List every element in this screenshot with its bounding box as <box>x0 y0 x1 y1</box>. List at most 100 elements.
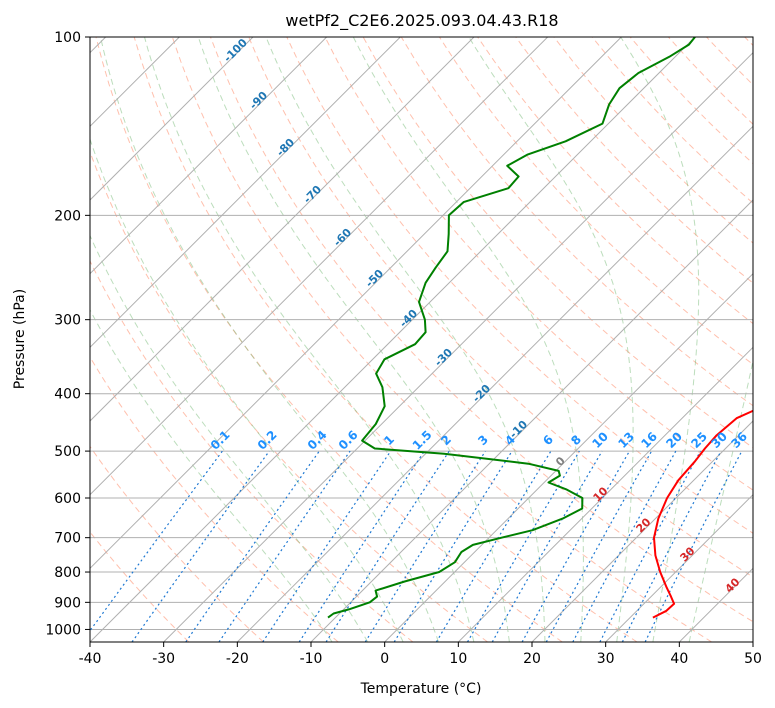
isotherm-line <box>531 420 753 642</box>
dry-adiabat <box>95 37 563 642</box>
isotherm-line <box>163 51 753 642</box>
moist-adiabat <box>90 234 369 642</box>
plot-area <box>90 37 753 642</box>
dry-adiabat <box>90 531 190 642</box>
mixing-ratio-label: 0.1 <box>208 428 233 453</box>
y-axis-ticks: 100 200 300 400 500 600 700 800 900 1000 <box>45 30 90 638</box>
dry-adiabat <box>90 150 488 642</box>
dry-adiabat <box>515 37 753 284</box>
mixing-ratio-line <box>364 450 486 642</box>
moist-adiabat <box>144 37 475 642</box>
isotherm-line <box>90 37 622 570</box>
dry-adiabat <box>324 37 753 491</box>
moist-adiabat <box>90 308 333 642</box>
y-tick-label: 400 <box>54 387 81 403</box>
moist-adiabat <box>468 37 634 642</box>
chart-title: wetPf2_C2E6.2025.093.04.43.R18 <box>285 11 558 31</box>
mixing-ratio-label: 0.2 <box>255 428 280 453</box>
mixing-ratio-line <box>644 450 743 642</box>
dry-adiabat <box>553 37 753 244</box>
mixing-ratio-line <box>298 450 425 642</box>
isotherm-label: -70 <box>301 183 324 206</box>
wet-bulb-label: 30 <box>678 544 698 564</box>
isotherm-label: -80 <box>274 136 297 159</box>
x-tick-label: -10 <box>300 651 323 667</box>
dry-adiabat <box>133 37 638 642</box>
dry-adiabat <box>744 37 753 47</box>
x-axis-ticks: -40 -30 -20 -10 0 10 20 30 40 50 <box>79 642 762 667</box>
isotherm-line <box>90 37 549 496</box>
isotherm-line <box>90 37 328 275</box>
isotherm-line <box>90 37 254 201</box>
y-tick-label: 100 <box>54 30 81 46</box>
mixing-ratio-label: 13 <box>615 429 637 451</box>
isotherm-label: -90 <box>247 89 270 112</box>
y-tick-label: 600 <box>54 491 81 507</box>
mixing-ratio-label: 0.4 <box>305 428 330 453</box>
isotherm-label: -30 <box>432 346 455 369</box>
mixing-ratio-line <box>185 450 320 642</box>
y-tick-label: 200 <box>54 208 81 224</box>
y-tick-label: 500 <box>54 444 81 460</box>
dry-adiabats <box>90 37 753 642</box>
mixing-ratio-line <box>90 450 223 632</box>
mixing-ratio-line <box>466 450 580 642</box>
x-axis-label: Temperature (°C) <box>360 681 482 697</box>
mixing-ratio-line <box>131 450 270 642</box>
mixing-ratio-label: 10 <box>589 429 611 451</box>
mixing-ratio-label: 1 <box>381 432 397 448</box>
x-tick-label: 10 <box>449 651 467 667</box>
skewed-isotherms <box>90 37 753 642</box>
mixing-ratio-label: 20 <box>663 429 685 451</box>
mixing-ratio-label: 16 <box>638 429 660 451</box>
x-tick-label: 20 <box>523 651 541 667</box>
y-tick-label: 700 <box>54 531 81 547</box>
moist-adiabat <box>90 137 404 642</box>
mixing-ratio-line <box>491 450 603 642</box>
moist-adiabat <box>197 37 510 642</box>
temperature-profile <box>652 409 753 619</box>
x-tick-label: 50 <box>744 651 762 667</box>
dry-adiabat <box>286 37 753 534</box>
x-tick-label: 30 <box>597 651 615 667</box>
isotherm-line <box>90 37 696 642</box>
mixing-ratio-line <box>621 450 722 642</box>
x-tick-label: -20 <box>226 651 249 667</box>
mixing-ratio-lines <box>90 450 743 642</box>
mixing-ratio-line <box>545 450 653 642</box>
dry-adiabat <box>248 37 753 578</box>
y-tick-label: 300 <box>54 313 81 329</box>
dry-adiabat <box>706 37 753 86</box>
moist-adiabat <box>620 37 700 642</box>
isotherm-label: -100 <box>221 36 250 65</box>
mixing-ratio-line <box>218 450 351 642</box>
mixing-ratio-line <box>262 450 392 642</box>
mixing-ratio-line <box>325 450 450 642</box>
dry-adiabat <box>90 445 264 642</box>
wet-bulb-label: 40 <box>723 575 743 595</box>
moist-adiabat <box>352 37 584 642</box>
isotherm-line <box>90 37 401 349</box>
plot-frame <box>89 36 754 643</box>
wet-bulb-label: 20 <box>634 515 654 535</box>
x-tick-label: -30 <box>152 651 175 667</box>
dry-adiabat <box>171 37 712 642</box>
profiles <box>327 37 753 619</box>
x-tick-label: -40 <box>79 651 102 667</box>
isotherm-line <box>236 125 753 642</box>
mixing-ratio-label: 6 <box>540 432 556 448</box>
mixing-ratio-line <box>435 450 552 642</box>
y-tick-label: 800 <box>54 565 81 581</box>
mixing-ratio-line <box>599 450 702 642</box>
isotherm-line <box>457 346 753 642</box>
y-tick-label: 1000 <box>45 622 81 638</box>
dry-adiabat <box>90 356 339 642</box>
isotherm-label: -60 <box>331 226 354 249</box>
x-tick-label: 0 <box>380 651 389 667</box>
y-axis-label: Pressure (hPa) <box>12 289 28 389</box>
isotherm-label: -50 <box>363 267 386 290</box>
isotherm-line <box>310 199 753 642</box>
x-tick-label: 40 <box>670 651 688 667</box>
moist-adiabat <box>688 358 753 642</box>
